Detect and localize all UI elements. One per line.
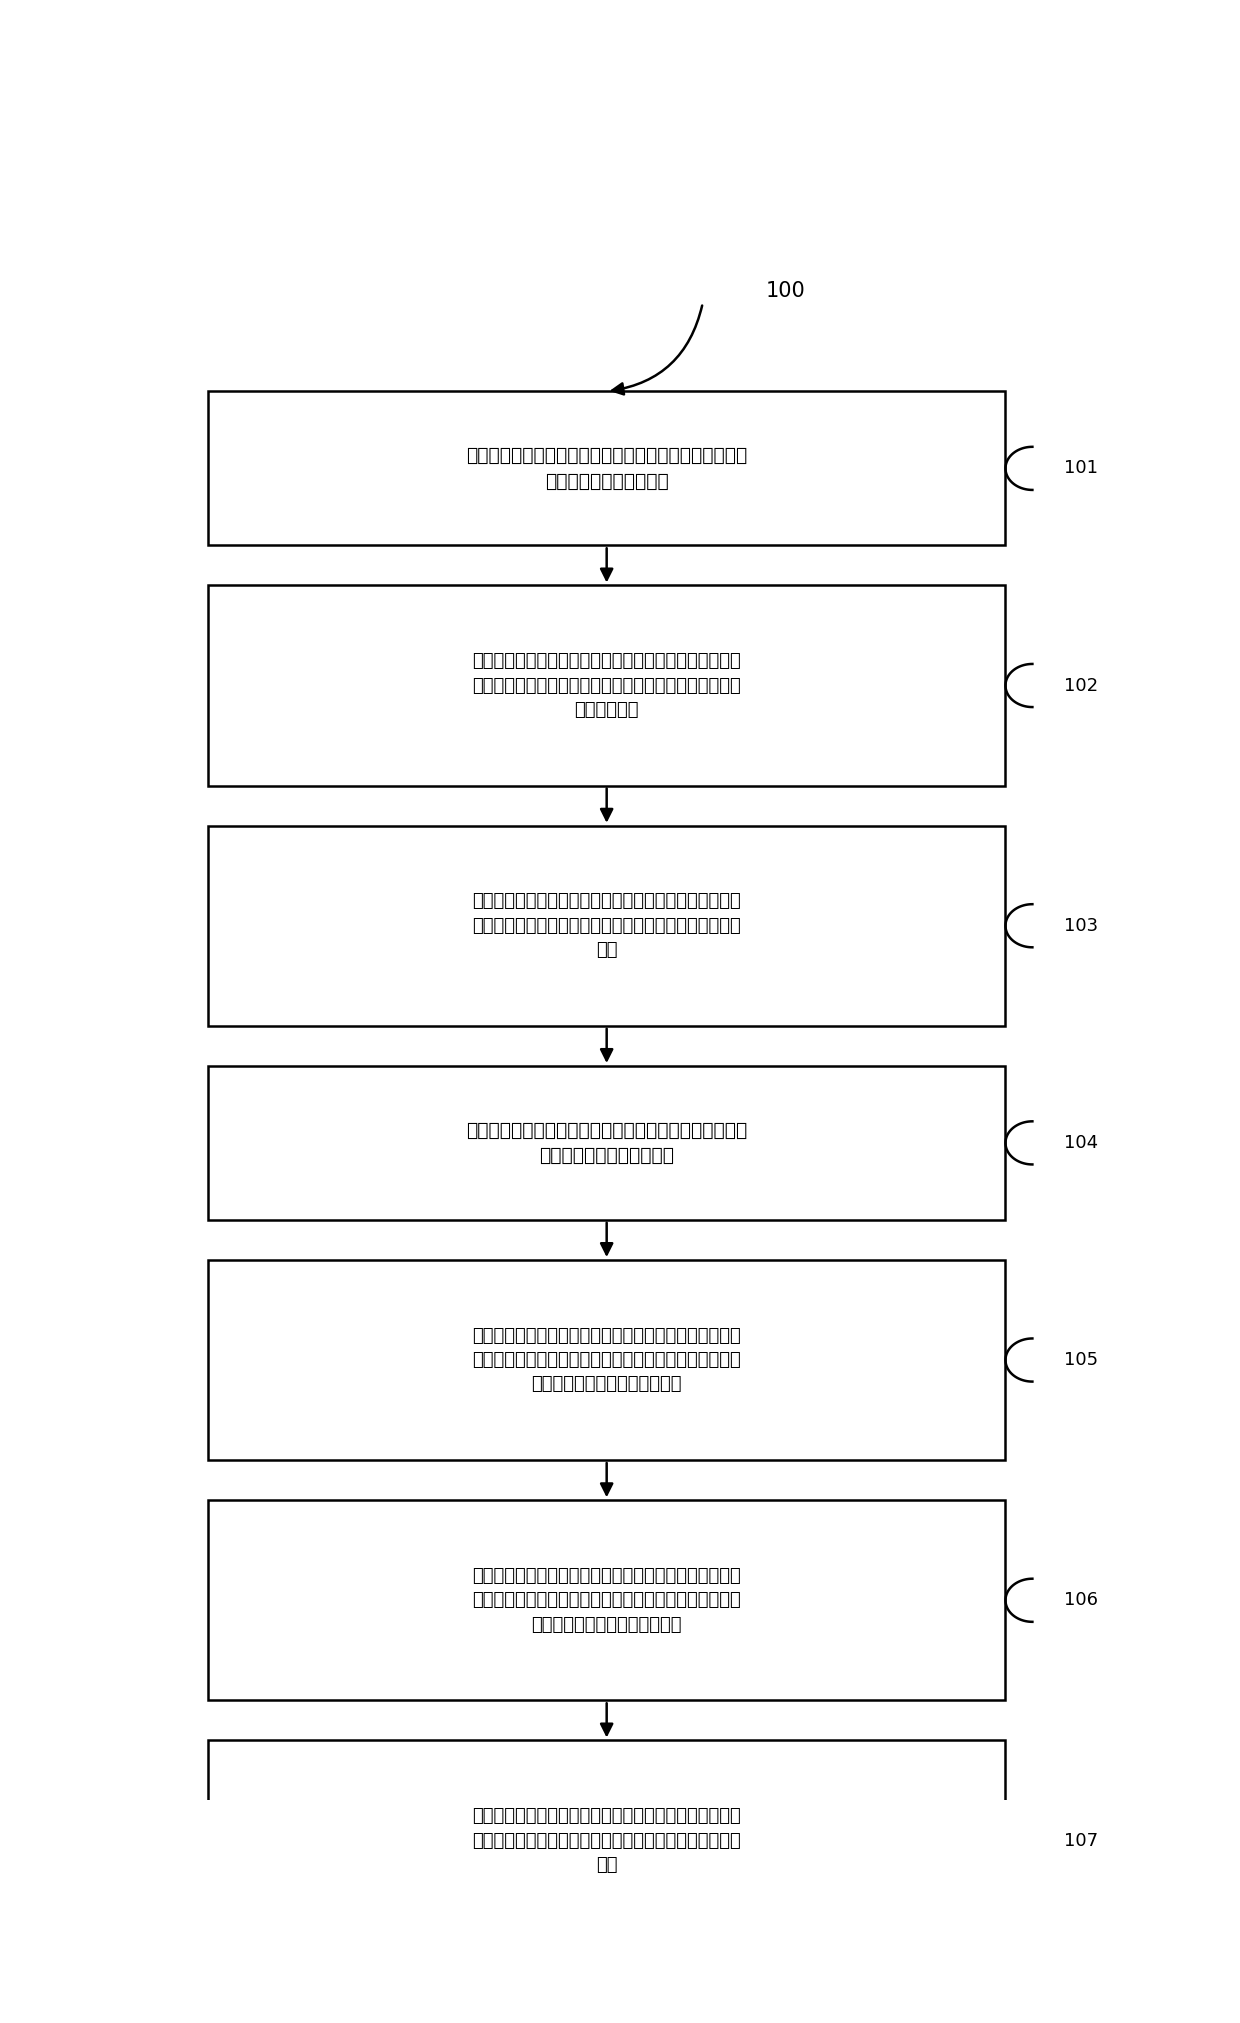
Text: 当作业机器人为平向运动，且作业机器人侧方相机和尾部
相机采集的图像满足设定条件时，则将作业机器人在平向
运动方向的网格顶点数累计一次: 当作业机器人为平向运动，且作业机器人侧方相机和尾部 相机采集的图像满足设定条件时…	[472, 1568, 742, 1633]
Bar	[208, 585, 1006, 785]
Text: 104: 104	[1064, 1133, 1099, 1151]
Text: 106: 106	[1064, 1592, 1099, 1608]
Bar	[208, 1066, 1006, 1220]
Bar	[208, 390, 1006, 546]
Text: 103: 103	[1064, 916, 1099, 935]
Text: 101: 101	[1064, 459, 1099, 477]
Text: 100: 100	[765, 281, 805, 301]
Bar	[208, 825, 1006, 1026]
Bar	[208, 1260, 1006, 1461]
Text: 选取网格图像中任一点作为作业机器人运动的参考点，并
根据所述参考点获取待检测悬垂管道投影位置在激光网格
中的投影坐标: 选取网格图像中任一点作为作业机器人运动的参考点，并 根据所述参考点获取待检测悬垂…	[472, 651, 742, 718]
Text: 102: 102	[1064, 676, 1099, 694]
Text: 当作业机器人为直向运动，且作业机器人侧方相机和尾部
相机采集的图像满足预设条件时，则将作业机器人在直向
运动方向的网格顶点数累计一次: 当作业机器人为直向运动，且作业机器人侧方相机和尾部 相机采集的图像满足预设条件时…	[472, 1327, 742, 1394]
Text: 获取多悬垂管道场景中悬垂管道中心投影至网格激光器的
网格交叉点上的网格图像: 获取多悬垂管道场景中悬垂管道中心投影至网格激光器的 网格交叉点上的网格图像	[466, 445, 748, 492]
Bar	[208, 1740, 1006, 1940]
Text: 判断投影坐标在直向运动方向和平动运行方向的坐标值是
否等于与其对应的直向运动方向和平向运动方向的网格顶
点数: 判断投影坐标在直向运动方向和平动运行方向的坐标值是 否等于与其对应的直向运动方向…	[472, 1807, 742, 1873]
Text: 107: 107	[1064, 1831, 1099, 1849]
Text: 采用作业机器人尾部相机和侧方相机采集实时图像，并提
取实时图像中的激光线数目: 采用作业机器人尾部相机和侧方相机采集实时图像，并提 取实时图像中的激光线数目	[466, 1121, 748, 1165]
Bar	[208, 1981, 1006, 2023]
Text: 105: 105	[1064, 1351, 1099, 1370]
Bar	[208, 1501, 1006, 1701]
Text: 当作业机器人移动至参考点时，控制作业机器人采用直向
运动及平向运动方式沿着激光网格的激光线向着投影坐标
移动: 当作业机器人移动至参考点时，控制作业机器人采用直向 运动及平向运动方式沿着激光网…	[472, 892, 742, 959]
